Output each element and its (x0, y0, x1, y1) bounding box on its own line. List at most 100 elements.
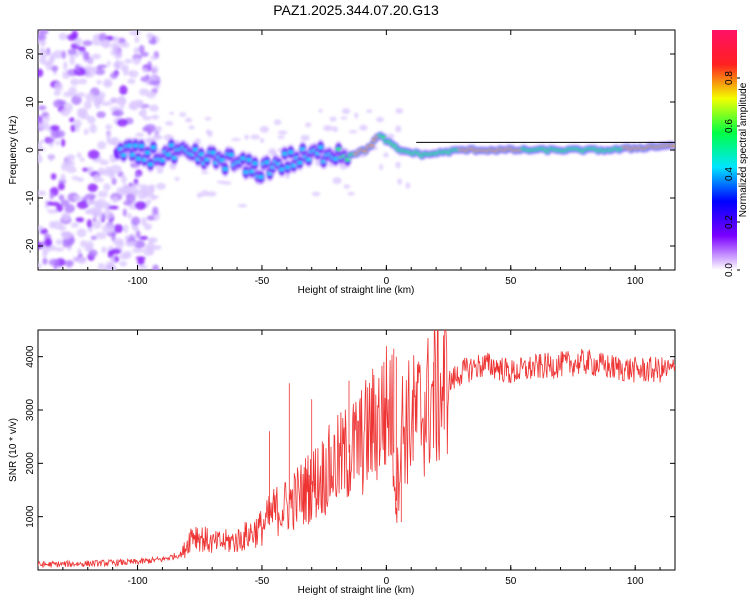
noise-blob (70, 124, 76, 133)
noise-blob (132, 57, 141, 65)
ridge-core (287, 149, 294, 155)
noise-blob (111, 111, 121, 116)
noise-blob (54, 247, 65, 252)
noise-blob (44, 115, 51, 122)
noise-blob (127, 213, 132, 219)
colorbar-tick-label: 0.8 (724, 71, 735, 85)
noise-blob (95, 232, 107, 240)
noise-blob (61, 50, 66, 60)
noise-blob (206, 191, 217, 197)
noise-blob (53, 90, 61, 97)
noise-blob (86, 219, 93, 228)
noise-blob (103, 183, 111, 191)
noise-blob (116, 118, 128, 127)
noise-blob (395, 125, 402, 133)
noise-blob (127, 78, 136, 85)
colorbar-ticks: 0.0 0.2 0.4 0.6 0.8 (724, 71, 740, 277)
noise-blob (74, 64, 80, 72)
noise-blob (42, 257, 48, 265)
noise-blob (188, 125, 195, 130)
colorbar-tick-label: 0.0 (724, 263, 735, 277)
noise-blob (96, 111, 106, 119)
ridge-core (198, 151, 205, 157)
noise-blob (69, 55, 75, 66)
noise-blob (113, 61, 122, 70)
ridge-core (278, 167, 285, 172)
y-tick-label: 3000 (25, 398, 36, 421)
noise-blob (305, 122, 312, 128)
snr-panel: -100 -50 0 50 100 1000 2000 3000 4000 Height of … (8, 329, 676, 596)
noise-blob (69, 117, 75, 123)
noise-blob (64, 102, 73, 113)
noise-blob (151, 114, 160, 120)
noise-blob (184, 117, 193, 123)
noise-blob (110, 42, 121, 51)
noise-blob (133, 47, 139, 55)
noise-blob (79, 157, 85, 162)
noise-blob (332, 126, 339, 133)
noise-blob (42, 250, 48, 258)
noise-blob (60, 138, 66, 147)
ridge-core (257, 174, 264, 180)
ridge-core (144, 150, 151, 155)
noise-blob (105, 124, 112, 130)
noise-blob (134, 36, 140, 44)
noise-blob (60, 199, 70, 207)
x-tick-label: 50 (505, 576, 517, 587)
noise-blob (152, 206, 159, 216)
noise-blob (63, 61, 68, 71)
noise-blob (86, 240, 94, 251)
noise-blob (49, 192, 54, 200)
colorbar-tick-label: 0.4 (724, 167, 735, 181)
noise-blob (129, 30, 141, 36)
y-tick-label: -10 (25, 190, 36, 205)
ridge-peak-red (368, 144, 374, 147)
noise-blob (83, 100, 92, 110)
noise-blob (125, 193, 136, 203)
noise-blob (73, 119, 82, 128)
y-tick-label: 10 (25, 96, 36, 108)
noise-blob (92, 217, 97, 222)
snr-ylabel: SNR (10 * v/v) (8, 418, 19, 482)
noise-blob (113, 49, 123, 60)
noise-blob (98, 210, 104, 221)
noise-blob (85, 92, 96, 102)
noise-blob (340, 116, 348, 120)
noise-blob (124, 58, 133, 64)
x-tick-label: -50 (255, 576, 270, 587)
noise-blob (50, 128, 61, 139)
noise-blob (106, 60, 111, 67)
noise-blob (82, 40, 93, 46)
x-tick-label: -100 (128, 276, 148, 287)
snr-axes: -100 -50 0 50 100 1000 2000 3000 4000 (25, 330, 675, 587)
noise-blob (39, 40, 47, 45)
noise-blob (74, 37, 83, 46)
noise-blob (366, 109, 373, 113)
noise-blob (87, 183, 98, 192)
noise-blob (150, 195, 160, 199)
noise-blob (134, 189, 143, 197)
noise-blob (318, 108, 323, 113)
ridge-peak-red (670, 145, 675, 147)
noise-blob (107, 205, 119, 210)
noise-blob (343, 184, 351, 189)
noise-blob (93, 97, 99, 107)
noise-blob (78, 46, 86, 53)
noise-blob (123, 67, 129, 77)
noise-blob (375, 116, 385, 123)
noise-blob (60, 173, 66, 181)
ridge-core (228, 152, 235, 157)
noise-blob (55, 203, 64, 213)
noise-blob (98, 177, 104, 183)
colorbar-tick-label: 0.2 (724, 215, 735, 229)
noise-blob (169, 111, 174, 116)
noise-blob (75, 92, 86, 98)
noise-blob (68, 86, 77, 96)
noise-blob (97, 190, 109, 198)
x-tick-label: 0 (384, 576, 390, 587)
ridge-core (251, 161, 258, 166)
noise-blob (133, 239, 146, 249)
noise-blob (216, 180, 226, 184)
